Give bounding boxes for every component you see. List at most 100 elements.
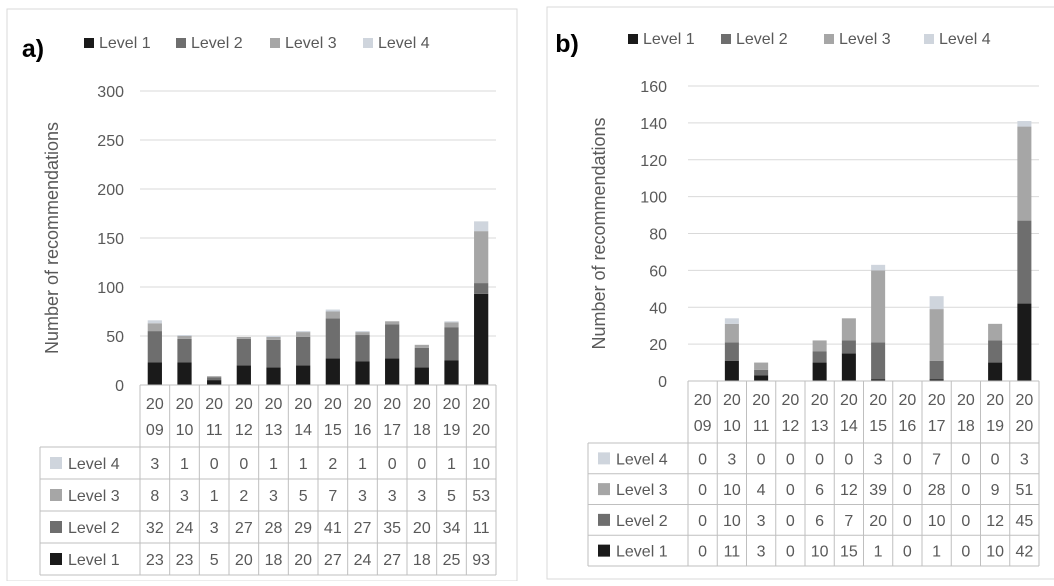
x-tick-label: 20 (324, 396, 342, 413)
x-tick-label: 13 (265, 422, 283, 439)
y-tick-label: 150 (97, 231, 124, 248)
table-cell-value: 12 (986, 513, 1004, 530)
table-cell-value: 0 (961, 513, 970, 530)
table-cell-value: 3 (210, 520, 219, 537)
bar-segment (841, 318, 856, 341)
bar-segment (266, 339, 281, 368)
x-tick-label: 16 (354, 422, 372, 439)
x-tick-label: 14 (840, 418, 858, 435)
x-tick-label: 17 (928, 418, 946, 435)
bar-segment (147, 331, 162, 363)
table-cell-value: 35 (383, 520, 401, 537)
x-tick-label: 12 (235, 422, 253, 439)
legend-label: Level 3 (285, 35, 337, 52)
table-cell-value: 0 (991, 451, 1000, 468)
bar-segment (296, 332, 311, 337)
table-legend-swatch (50, 457, 62, 469)
x-tick-label: 09 (146, 422, 164, 439)
table-cell-value: 10 (723, 482, 741, 499)
table-cell-value: 27 (235, 520, 253, 537)
table-cell-value: 0 (961, 544, 970, 561)
table-cell-value: 3 (727, 451, 736, 468)
table-cell-value: 20 (869, 513, 887, 530)
table-cell-value: 27 (354, 520, 372, 537)
bar-segment (207, 377, 222, 381)
table-cell-value: 6 (815, 513, 824, 530)
bar-segment (474, 231, 489, 284)
x-tick-label: 20 (781, 392, 799, 409)
x-tick-label: 16 (898, 418, 916, 435)
chart-frame (546, 6, 1054, 580)
table-legend-swatch (598, 513, 610, 526)
table-cell-value: 0 (961, 451, 970, 468)
bar-segment (147, 323, 162, 332)
table-cell-value: 0 (903, 513, 912, 530)
table-row-label: Level 3 (68, 488, 120, 505)
x-tick-label: 20 (869, 392, 887, 409)
y-tick-label: 40 (649, 300, 667, 317)
table-cell-value: 0 (698, 451, 707, 468)
y-axis-title: Number of recommendations (42, 122, 62, 354)
bar-segment (474, 221, 489, 232)
x-tick-label: 14 (294, 422, 312, 439)
table-cell-value: 1 (269, 456, 278, 473)
table-row-label: Level 4 (616, 451, 668, 468)
x-tick-label: 12 (781, 418, 799, 435)
table-cell-value: 0 (961, 482, 970, 499)
table-cell-value: 11 (473, 520, 490, 537)
bar-segment (147, 320, 162, 324)
table-cell-value: 3 (1020, 451, 1029, 468)
table-cell-value: 0 (239, 456, 248, 473)
table-cell-value: 7 (844, 513, 853, 530)
y-axis-title: Number of recommendations (589, 117, 609, 349)
table-cell-value: 1 (932, 544, 941, 561)
table-legend-swatch (50, 521, 62, 533)
table-cell-value: 28 (928, 482, 946, 499)
y-tick-label: 100 (97, 280, 124, 297)
table-row-label: Level 1 (616, 544, 668, 561)
legend-swatch (721, 34, 731, 44)
table-cell-value: 3 (150, 456, 159, 473)
table-cell-value: 24 (354, 552, 372, 569)
x-tick-label: 20 (383, 396, 401, 413)
x-tick-label: 15 (324, 422, 342, 439)
x-tick-label: 20 (472, 396, 490, 413)
table-row-label: Level 3 (616, 482, 668, 499)
table-cell-value: 0 (388, 456, 397, 473)
table-cell-value: 5 (210, 552, 219, 569)
table-cell-value: 10 (928, 513, 946, 530)
legend-label: Level 2 (191, 35, 243, 52)
table-legend-swatch (598, 544, 610, 557)
table-cell-value: 0 (815, 451, 824, 468)
table-cell-value: 18 (265, 552, 283, 569)
bar-segment (385, 324, 400, 359)
table-cell-value: 3 (874, 451, 883, 468)
bar-segment (177, 336, 192, 339)
table-cell-value: 41 (324, 520, 342, 537)
x-tick-label: 20 (294, 396, 312, 413)
x-tick-label: 20 (443, 396, 461, 413)
bar-segment (207, 380, 222, 385)
bar-segment (871, 342, 886, 380)
y-tick-label: 200 (97, 182, 124, 199)
table-cell-value: 45 (1015, 513, 1033, 530)
x-tick-label: 20 (205, 396, 223, 413)
table-cell-value: 5 (299, 488, 308, 505)
x-tick-label: 20 (898, 392, 916, 409)
table-cell-value: 0 (903, 482, 912, 499)
x-tick-label: 13 (811, 418, 829, 435)
bar-segment (444, 360, 459, 385)
bar-segment (177, 338, 192, 363)
table-cell-value: 6 (815, 482, 824, 499)
table-row-label: Level 1 (68, 552, 120, 569)
table-cell-value: 10 (811, 544, 829, 561)
table-cell-value: 27 (383, 552, 401, 569)
table-cell-value: 93 (472, 552, 490, 569)
table-cell-value: 0 (786, 544, 795, 561)
bar-segment (266, 367, 281, 385)
table-cell-value: 0 (210, 456, 219, 473)
x-tick-label: 20 (354, 396, 372, 413)
table-cell-value: 7 (932, 451, 941, 468)
y-tick-label: 300 (97, 84, 124, 101)
legend-swatch (270, 38, 280, 48)
